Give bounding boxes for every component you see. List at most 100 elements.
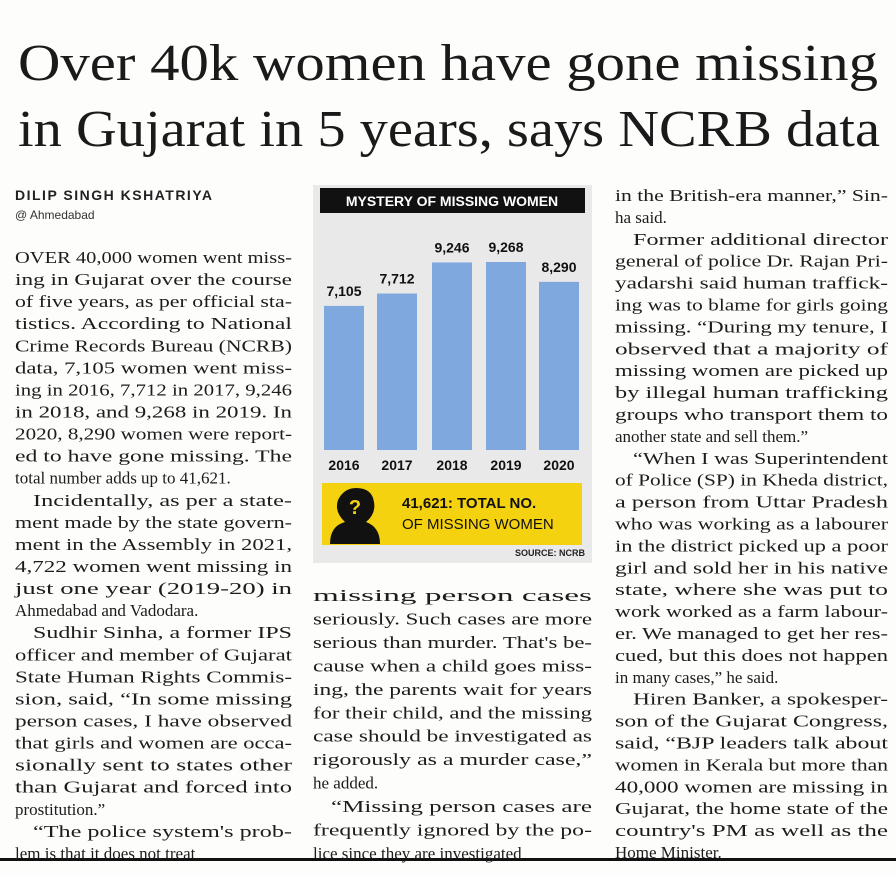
value-label: 7,105 — [326, 283, 361, 299]
body-line: for their child, and the missing — [313, 703, 593, 722]
body-line: Ahmedabad and Vadodara. — [15, 601, 198, 620]
body-line: ed to have gone missing. The — [15, 447, 292, 466]
body-line: sionally sent to states other — [15, 756, 293, 775]
body-line: case should be investigated as — [313, 727, 592, 746]
body-line: “The police system's prob- — [33, 822, 292, 841]
body-line: prostitution.” — [15, 800, 105, 819]
x-tick-label: 2019 — [490, 457, 521, 473]
body-line: lem is that it does not treat — [15, 844, 196, 863]
body-line: missing. “During my tenure, I — [615, 317, 888, 336]
byline-location: @ Ahmedabad — [15, 208, 95, 222]
chart-title-bar — [320, 188, 585, 213]
body-line: lice since they are investigated — [313, 844, 522, 863]
body-line: ing in 2016, 7,712 in 2017, 9,246 — [15, 380, 292, 399]
body-line: by illegal human trafficking — [615, 383, 889, 402]
x-tick-label: 2016 — [328, 457, 359, 473]
body-line: officer and member of Gujarat — [15, 645, 292, 664]
value-label: 9,268 — [488, 239, 523, 255]
body-line: work worked as a farm labour- — [615, 602, 888, 621]
chart-source: SOURCE: NCRB — [515, 548, 586, 558]
body-line: total number adds up to 41,621. — [15, 469, 231, 488]
body-line: another state and sell them.” — [615, 427, 808, 446]
headline: Over 40k women have gone missing — [18, 35, 878, 92]
body-line: Gujarat, the home state of the — [615, 799, 888, 818]
body-line: cued, but this does not happen — [615, 646, 889, 665]
body-line: ing was to blame for girls going — [615, 296, 889, 315]
body-line: groups who transport them to — [615, 405, 888, 424]
body-line: 2020, 8,290 women were report- — [15, 425, 292, 444]
body-line: er. We managed to get her res- — [615, 624, 888, 643]
bar — [324, 305, 364, 450]
body-line: general of police Dr. Rajan Pri- — [615, 252, 888, 271]
body-line: who was working as a labourer — [615, 515, 888, 534]
body-line: Incidentally, as per a state- — [33, 491, 292, 510]
body-line: in the district picked up a poor — [615, 536, 888, 555]
byline-author: DILIP SINGH KSHATRIYA — [15, 187, 214, 203]
callout-text: OF MISSING WOMEN — [402, 516, 554, 533]
body-line: person cases, I have observed — [15, 711, 293, 730]
body-line: yadarshi said human traffick- — [615, 274, 888, 293]
value-label: 8,290 — [541, 259, 576, 275]
body-line: that girls and women are occa- — [15, 734, 292, 753]
body-line: ing, the parents wait for years — [313, 680, 592, 699]
bar — [377, 293, 417, 450]
body-line: tistics. According to National — [15, 314, 292, 333]
x-tick-label: 2020 — [543, 457, 574, 473]
body-line: state, where she was put to — [615, 580, 888, 599]
bar — [486, 262, 526, 450]
body-line: Sudhir Sinha, a former IPS — [33, 623, 292, 642]
headline: in Gujarat in 5 years, says NCRB data — [18, 101, 880, 158]
body-line: observed that a majority of — [615, 339, 888, 358]
body-line: he added. — [313, 774, 378, 793]
icon: ? — [330, 488, 380, 544]
body-line: missing women are picked up — [615, 361, 888, 380]
body-line: just one year (2019-20) in — [13, 579, 292, 598]
body-line: missing person cases — [313, 586, 592, 605]
body-line: seriously. Such cases are more — [313, 609, 592, 628]
rule — [0, 858, 896, 861]
body-line: “When I was Superintendent — [633, 449, 888, 468]
value-label: 7,712 — [379, 271, 414, 287]
chart-title: MYSTERY OF MISSING WOMEN — [346, 193, 558, 209]
body-line: of Police (SP) in Kheda district, — [615, 471, 888, 490]
body-line: sion, said, “In some missing — [15, 689, 293, 708]
body-line: ment made by the state govern- — [15, 513, 292, 532]
svg-text:?: ? — [349, 497, 361, 519]
body-line: 40,000 women are missing in — [615, 777, 889, 796]
body-line: “Missing person cases are — [331, 797, 592, 816]
next-story — [0, 868, 896, 876]
body-line: Home Minister. — [615, 843, 722, 862]
x-tick-label: 2018 — [436, 457, 467, 473]
bar — [539, 281, 579, 450]
body-line: women in Kerala but more than — [615, 755, 889, 774]
body-line: 4,722 women went missing in — [15, 557, 293, 576]
body-line: ing in Gujarat over the course — [15, 270, 292, 289]
body-line: Hiren Banker, a spokesper- — [633, 690, 888, 709]
body-line: in 2018, and 9,268 in 2019. In — [15, 402, 293, 421]
callout-text: 41,621: TOTAL NO. — [402, 495, 536, 512]
body-line: girl and sold her in his native — [615, 558, 888, 577]
body-line: frequently ignored by the po- — [313, 821, 592, 840]
body-line: said, “BJP leaders talk about — [615, 734, 888, 753]
body-line: rigorously as a murder case,” — [313, 750, 592, 769]
body-line: data, 7,105 women went miss- — [15, 358, 292, 377]
body-line: ha said. — [615, 208, 667, 227]
body-line: son of the Gujarat Congress, — [615, 712, 888, 731]
body-line: OVER 40,000 women went miss- — [15, 248, 292, 267]
body-line: a person from Uttar Pradesh — [615, 493, 889, 512]
value-label: 9,246 — [434, 239, 469, 255]
body-line: country's PM as well as the — [615, 821, 888, 840]
body-line: Crime Records Bureau (NCRB) — [15, 336, 292, 355]
body-line: ment in the Assembly in 2021, — [15, 535, 292, 554]
body-line: of five years, as per official sta- — [15, 292, 292, 311]
body-line: than Gujarat and forced into — [15, 778, 292, 797]
bar — [432, 262, 472, 450]
body-line: Former additional director — [633, 230, 888, 249]
x-tick-label: 2017 — [381, 457, 412, 473]
body-line: in many cases,” he said. — [615, 668, 778, 687]
body-line: State Human Rights Commis- — [15, 667, 292, 686]
body-line: cause when a child goes miss- — [313, 656, 592, 675]
body-line: serious than murder. That's be- — [313, 633, 592, 652]
